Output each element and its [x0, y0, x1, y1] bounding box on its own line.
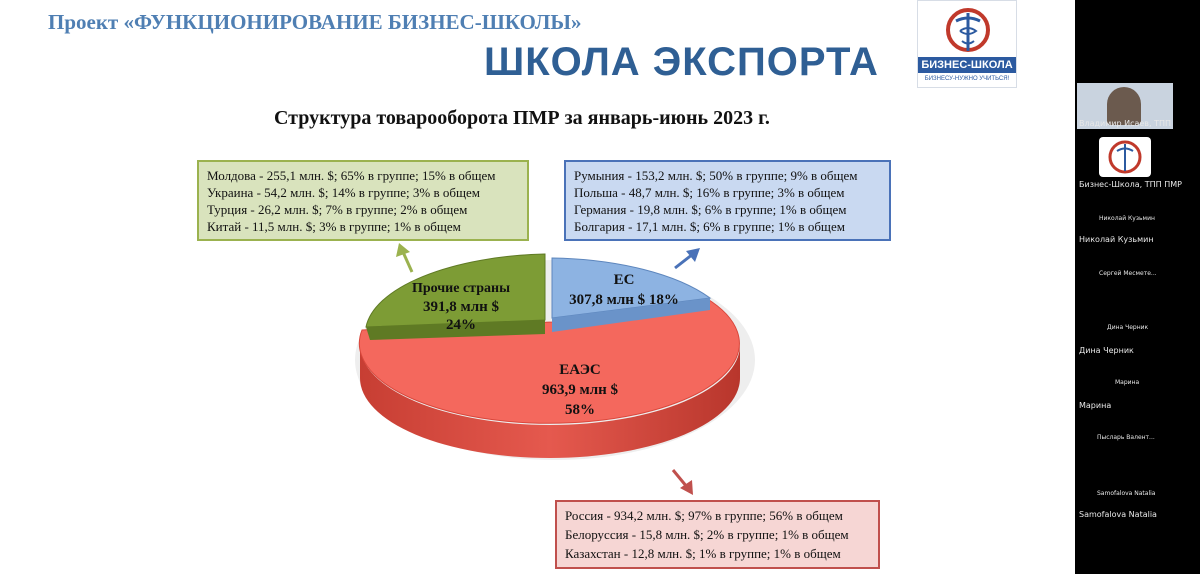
business-school-avatar — [1099, 137, 1151, 177]
chart-title: Структура товарооборота ПМР за январь-ию… — [274, 107, 770, 129]
breakdown-line: Польша - 48,7 млн. $; 16% в группе; 3% в… — [574, 185, 845, 200]
participant-tile[interactable]: Бизнес-Школа, ТПП ПМР — [1077, 133, 1182, 191]
caduceus-icon — [1108, 140, 1142, 174]
label-other-percent: 24% — [446, 317, 476, 333]
participant-name: Марина — [1115, 379, 1140, 386]
participant-name: Пысларь Валент... — [1097, 434, 1155, 441]
breakdown-line: Россия - 934,2 млн. $; 97% в группе; 56%… — [565, 508, 843, 523]
participant-name: Дина Черник — [1107, 324, 1149, 331]
pie-slice-side — [360, 345, 740, 458]
breakdown-line: Болгария - 17,1 млн. $; 6% в группе; 1% … — [574, 219, 845, 234]
participant-name: Николай Кузьмин — [1099, 215, 1155, 222]
participant-name: Бизнес-Школа, ТПП ПМР — [1079, 180, 1182, 189]
label-eaeu-value: 963,9 млн $ — [542, 382, 619, 398]
eu-breakdown: Румыния - 153,2 млн. $; 50% в группе; 9%… — [564, 160, 891, 241]
participant-name: Сергей Месмете... — [1099, 270, 1157, 277]
label-eu-name: ЕС — [614, 272, 635, 288]
participant-name: Samofalova Natalia — [1097, 490, 1156, 497]
project-title: Проект «ФУНКЦИОНИРОВАНИЕ БИЗНЕС-ШКОЛЫ» — [48, 10, 582, 34]
pie-slice-other — [365, 253, 546, 328]
participant-tile[interactable]: Пысларь Валент... — [1077, 430, 1173, 450]
label-eaeu-name: ЕАЭС — [559, 362, 600, 378]
arrow-to-other — [396, 243, 414, 273]
label-other-value: 391,8 млн $ — [423, 299, 500, 315]
arrow-to-eaeu — [671, 469, 693, 495]
pie-slice-other-side — [366, 320, 545, 340]
label-other-name: Прочие страны — [412, 281, 510, 296]
pie-chart: Прочие страны 391,8 млн $ 24% ЕС 307,8 м… — [355, 243, 755, 495]
breakdown-line: Казахстан - 12,8 млн. $; 1% в группе; 1%… — [565, 546, 841, 561]
school-title: ШКОЛА ЭКСПОРТА — [484, 40, 879, 84]
participant-tile[interactable]: Марина Марина — [1077, 375, 1173, 413]
presentation-slide: Проект «ФУНКЦИОНИРОВАНИЕ БИЗНЕС-ШКОЛЫ» Ш… — [0, 0, 1075, 574]
participant-caption: Марина — [1079, 401, 1112, 410]
arrow-to-eu — [674, 248, 700, 270]
participant-caption: Samofalova Natalia — [1079, 510, 1157, 519]
participant-tile[interactable]: Николай Кузьмин Николай Кузьмин — [1077, 205, 1173, 247]
business-school-logo: БИЗНЕС-ШКОЛА БИЗНЕСУ-НУЖНО УЧИТЬСЯ! — [917, 0, 1017, 88]
breakdown-line: Украина - 54,2 млн. $; 14% в группе; 3% … — [207, 185, 480, 200]
pie-slice-eu-side — [552, 298, 710, 332]
breakdown-line: Турция - 26,2 млн. $; 7% в группе; 2% в … — [207, 202, 468, 217]
logo-name: БИЗНЕС-ШКОЛА — [918, 57, 1016, 73]
participant-tile[interactable]: Samofalova Natalia Samofalova Natalia — [1077, 486, 1173, 522]
participant-avatar — [1107, 87, 1141, 125]
participant-caption: Дина Черник — [1079, 346, 1134, 355]
breakdown-line: Румыния - 153,2 млн. $; 50% в группе; 9%… — [574, 168, 858, 183]
participant-name: Владимир Исаев, ТПП — [1079, 119, 1172, 128]
logo-tagline: БИЗНЕСУ-НУЖНО УЧИТЬСЯ! — [924, 76, 1010, 82]
label-eaeu-percent: 58% — [565, 402, 595, 418]
participants-panel: Владимир Исаев, ТПП Бизнес-Школа, ТПП ПМ… — [1075, 0, 1200, 574]
breakdown-line: Белоруссия - 15,8 млн. $; 2% в группе; 1… — [565, 527, 849, 542]
participant-tile[interactable]: Дина Черник Дина Черник — [1077, 318, 1173, 360]
caduceus-icon — [946, 8, 990, 52]
participant-tile[interactable]: Сергей Месмете... — [1077, 262, 1173, 286]
other-countries-breakdown: Молдова - 255,1 млн. $; 65% в группе; 15… — [197, 160, 529, 241]
eaeu-breakdown: Россия - 934,2 млн. $; 97% в группе; 56%… — [555, 500, 880, 569]
participant-video-tile[interactable]: Владимир Исаев, ТПП — [1077, 83, 1173, 129]
breakdown-line: Молдова - 255,1 млн. $; 65% в группе; 15… — [207, 168, 496, 183]
participant-caption: Николай Кузьмин — [1079, 235, 1154, 244]
breakdown-line: Китай - 11,5 млн. $; 3% в группе; 1% в о… — [207, 219, 461, 234]
label-eu-value: 307,8 млн $ 18% — [569, 292, 679, 308]
breakdown-line: Германия - 19,8 млн. $; 6% в группе; 1% … — [574, 202, 847, 217]
